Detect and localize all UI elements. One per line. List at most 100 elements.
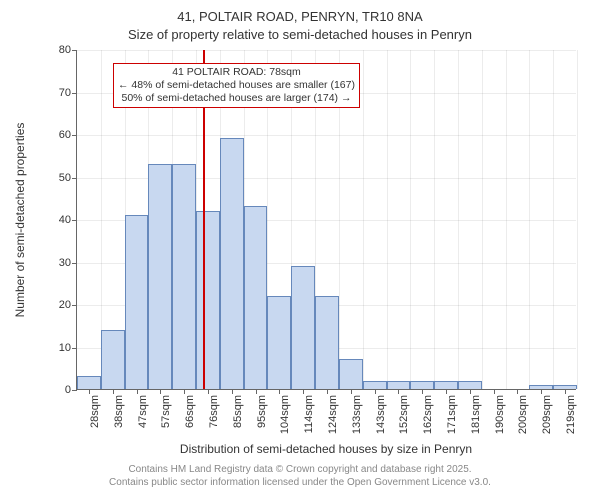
grid-line-vertical [458, 50, 459, 389]
chart-footer: Contains HM Land Registry data © Crown c… [0, 464, 600, 489]
x-tick-label: 124sqm [327, 395, 339, 434]
x-tick-label: 181sqm [470, 395, 482, 434]
x-tick-label: 152sqm [398, 395, 410, 434]
y-tick-label: 50 [59, 172, 71, 184]
x-tick-label: 66sqm [184, 395, 196, 428]
footer-line-1: Contains HM Land Registry data © Crown c… [0, 464, 600, 477]
chart-title: 41, POLTAIR ROAD, PENRYN, TR10 8NA Size … [0, 8, 600, 43]
x-tick-mark [470, 389, 471, 394]
annotation-line-3: 50% of semi-detached houses are larger (… [118, 92, 355, 105]
histogram-bar [410, 381, 434, 390]
histogram-bar [267, 296, 291, 390]
x-tick-label: 219sqm [565, 395, 577, 434]
histogram-bar [172, 164, 196, 389]
x-tick-mark [351, 389, 352, 394]
x-tick-mark [517, 389, 518, 394]
histogram-bar [291, 266, 315, 389]
x-tick-mark [327, 389, 328, 394]
x-tick-label: 38sqm [113, 395, 125, 428]
x-tick-label: 114sqm [303, 395, 315, 433]
x-tick-mark [256, 389, 257, 394]
histogram-chart: 41, POLTAIR ROAD, PENRYN, TR10 8NA Size … [0, 0, 600, 500]
x-tick-mark [89, 389, 90, 394]
plot-area: 0102030405060708028sqm38sqm47sqm57sqm66s… [76, 50, 576, 390]
title-line-2: Size of property relative to semi-detach… [0, 26, 600, 44]
x-tick-mark [494, 389, 495, 394]
histogram-bar [315, 296, 339, 390]
histogram-bar [77, 376, 101, 389]
histogram-bar [387, 381, 411, 390]
histogram-bar [434, 381, 458, 390]
histogram-bar [220, 138, 244, 389]
grid-line-vertical [410, 50, 411, 389]
histogram-bar [553, 385, 577, 389]
annotation-line-1: 41 POLTAIR ROAD: 78sqm [118, 66, 355, 79]
grid-line-vertical [482, 50, 483, 389]
x-tick-mark [160, 389, 161, 394]
x-tick-label: 85sqm [232, 395, 244, 428]
x-tick-label: 200sqm [517, 395, 529, 434]
y-tick-mark [72, 135, 77, 136]
x-tick-mark [446, 389, 447, 394]
y-tick-label: 60 [59, 129, 71, 141]
x-tick-mark [375, 389, 376, 394]
grid-line-horizontal [77, 50, 576, 51]
x-tick-label: 28sqm [89, 395, 101, 428]
grid-line-horizontal [77, 135, 576, 136]
x-tick-mark [232, 389, 233, 394]
grid-line-vertical [506, 50, 507, 389]
grid-line-vertical [387, 50, 388, 389]
x-tick-mark [184, 389, 185, 394]
x-tick-mark [303, 389, 304, 394]
x-tick-mark [422, 389, 423, 394]
y-tick-label: 40 [59, 214, 71, 226]
x-tick-label: 47sqm [137, 395, 149, 428]
footer-line-2: Contains public sector information licen… [0, 477, 600, 490]
grid-line-vertical [434, 50, 435, 389]
y-tick-label: 20 [59, 299, 71, 311]
x-tick-label: 190sqm [494, 395, 506, 434]
x-tick-label: 209sqm [541, 395, 553, 434]
y-tick-mark [72, 93, 77, 94]
y-tick-mark [72, 263, 77, 264]
grid-line-vertical [553, 50, 554, 389]
grid-line-vertical [529, 50, 530, 389]
y-tick-mark [72, 390, 77, 391]
title-line-1: 41, POLTAIR ROAD, PENRYN, TR10 8NA [0, 8, 600, 26]
x-tick-mark [398, 389, 399, 394]
histogram-bar [458, 381, 482, 390]
x-tick-label: 133sqm [351, 395, 363, 434]
annotation-line-2: ← 48% of semi-detached houses are smalle… [118, 79, 355, 92]
y-tick-mark [72, 348, 77, 349]
x-tick-mark [279, 389, 280, 394]
y-tick-label: 30 [59, 257, 71, 269]
x-axis-label: Distribution of semi-detached houses by … [76, 442, 576, 456]
x-tick-label: 95sqm [256, 395, 268, 428]
annotation-box: 41 POLTAIR ROAD: 78sqm← 48% of semi-deta… [113, 63, 360, 108]
y-tick-label: 10 [59, 342, 71, 354]
x-tick-label: 162sqm [422, 395, 434, 434]
y-tick-mark [72, 178, 77, 179]
x-tick-mark [541, 389, 542, 394]
histogram-bar [529, 385, 553, 389]
x-tick-mark [208, 389, 209, 394]
histogram-bar [125, 215, 149, 389]
x-tick-label: 143sqm [375, 395, 387, 434]
grid-line-vertical [363, 50, 364, 389]
histogram-bar [148, 164, 172, 389]
x-tick-label: 171sqm [446, 395, 458, 434]
x-tick-label: 76sqm [208, 395, 220, 428]
y-axis-label: Number of semi-detached properties [13, 123, 27, 318]
y-tick-label: 80 [59, 44, 71, 56]
x-tick-label: 57sqm [160, 395, 172, 428]
y-tick-mark [72, 50, 77, 51]
histogram-bar [363, 381, 387, 390]
x-tick-mark [137, 389, 138, 394]
y-tick-label: 0 [65, 384, 71, 396]
y-tick-label: 70 [59, 87, 71, 99]
x-tick-mark [565, 389, 566, 394]
histogram-bar [244, 206, 268, 389]
histogram-bar [339, 359, 363, 389]
histogram-bar [196, 211, 220, 390]
y-tick-mark [72, 305, 77, 306]
